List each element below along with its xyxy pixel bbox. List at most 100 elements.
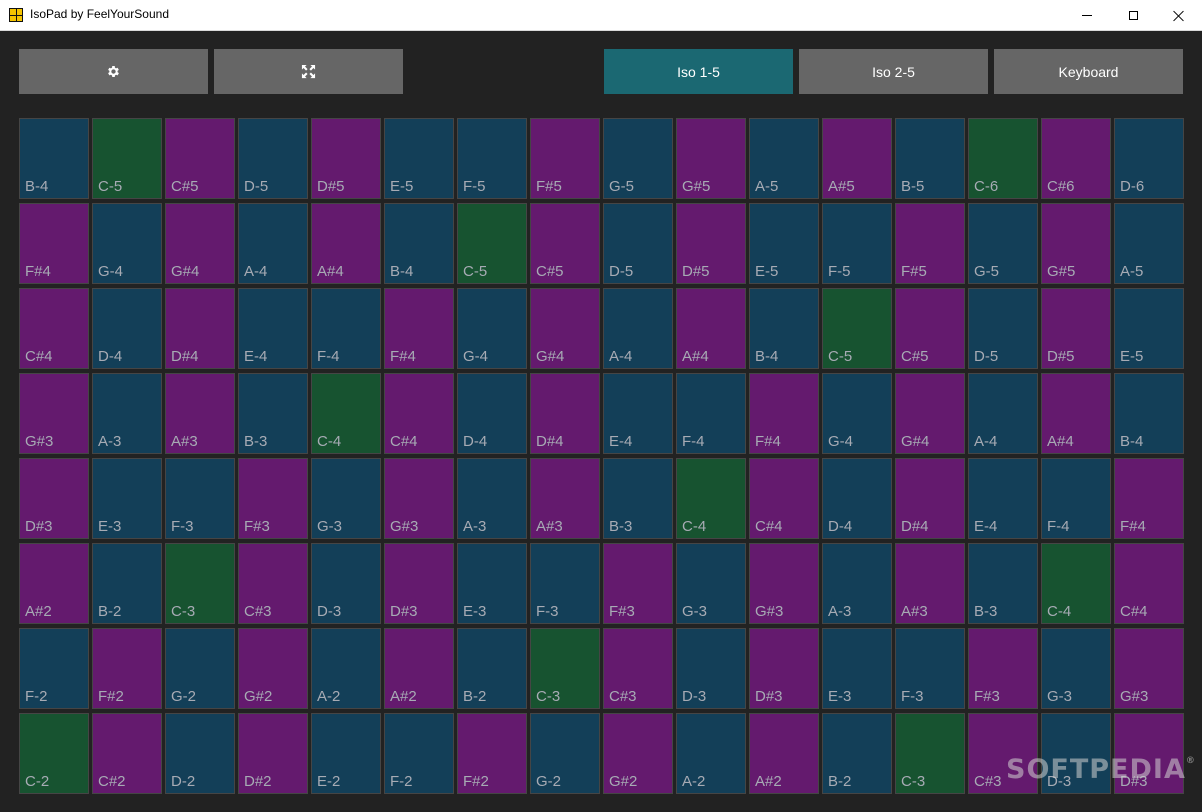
note-pad[interactable]: E-2	[311, 713, 381, 794]
note-pad[interactable]: B-4	[19, 118, 89, 199]
maximize-button[interactable]	[1110, 0, 1156, 31]
note-pad[interactable]: E-3	[822, 628, 892, 709]
note-pad[interactable]: B-3	[603, 458, 673, 539]
note-pad[interactable]: A#2	[384, 628, 454, 709]
note-pad[interactable]: A-4	[238, 203, 308, 284]
note-pad[interactable]: D#3	[19, 458, 89, 539]
note-pad[interactable]: C-5	[92, 118, 162, 199]
note-pad[interactable]: F#4	[749, 373, 819, 454]
note-pad[interactable]: G#4	[165, 203, 235, 284]
note-pad[interactable]: F#3	[968, 628, 1038, 709]
note-pad[interactable]: A-5	[749, 118, 819, 199]
close-button[interactable]	[1156, 0, 1202, 31]
note-pad[interactable]: C#3	[603, 628, 673, 709]
note-pad[interactable]: A#3	[165, 373, 235, 454]
note-pad[interactable]: G-5	[968, 203, 1038, 284]
note-pad[interactable]: D#5	[676, 203, 746, 284]
note-pad[interactable]: D-3	[1041, 713, 1111, 794]
note-pad[interactable]: B-5	[895, 118, 965, 199]
note-pad[interactable]: C-4	[311, 373, 381, 454]
note-pad[interactable]: D-4	[457, 373, 527, 454]
note-pad[interactable]: E-5	[749, 203, 819, 284]
note-pad[interactable]: F#4	[19, 203, 89, 284]
note-pad[interactable]: E-5	[384, 118, 454, 199]
minimize-button[interactable]	[1064, 0, 1110, 31]
note-pad[interactable]: F#4	[384, 288, 454, 369]
note-pad[interactable]: F-4	[676, 373, 746, 454]
note-pad[interactable]: B-3	[968, 543, 1038, 624]
note-pad[interactable]: A#4	[311, 203, 381, 284]
note-pad[interactable]: D#3	[1114, 713, 1184, 794]
note-pad[interactable]: C#5	[530, 203, 600, 284]
note-pad[interactable]: B-2	[822, 713, 892, 794]
note-pad[interactable]: G-2	[165, 628, 235, 709]
note-pad[interactable]: F#2	[92, 628, 162, 709]
note-pad[interactable]: A-3	[822, 543, 892, 624]
note-pad[interactable]: F#5	[895, 203, 965, 284]
note-pad[interactable]: C#3	[238, 543, 308, 624]
note-pad[interactable]: F-4	[311, 288, 381, 369]
note-pad[interactable]: D#5	[1041, 288, 1111, 369]
note-pad[interactable]: F-3	[895, 628, 965, 709]
note-pad[interactable]: C-4	[1041, 543, 1111, 624]
note-pad[interactable]: G#4	[530, 288, 600, 369]
note-pad[interactable]: G-3	[676, 543, 746, 624]
mode-iso-2-5-button[interactable]: Iso 2-5	[799, 49, 988, 94]
note-pad[interactable]: D-6	[1114, 118, 1184, 199]
note-pad[interactable]: A#3	[895, 543, 965, 624]
note-pad[interactable]: D-4	[92, 288, 162, 369]
note-pad[interactable]: G#3	[749, 543, 819, 624]
note-pad[interactable]: C-4	[676, 458, 746, 539]
note-pad[interactable]: F-2	[19, 628, 89, 709]
note-pad[interactable]: D-3	[311, 543, 381, 624]
note-pad[interactable]: A-3	[92, 373, 162, 454]
note-pad[interactable]: B-3	[238, 373, 308, 454]
note-pad[interactable]: A-2	[311, 628, 381, 709]
fullscreen-button[interactable]	[214, 49, 403, 94]
mode-iso-1-5-button[interactable]: Iso 1-5	[604, 49, 793, 94]
note-pad[interactable]: A#5	[822, 118, 892, 199]
note-pad[interactable]: C-3	[530, 628, 600, 709]
note-pad[interactable]: D-5	[603, 203, 673, 284]
note-pad[interactable]: F#5	[530, 118, 600, 199]
note-pad[interactable]: G-4	[92, 203, 162, 284]
note-pad[interactable]: G#2	[603, 713, 673, 794]
note-pad[interactable]: F-3	[530, 543, 600, 624]
note-pad[interactable]: A-5	[1114, 203, 1184, 284]
note-pad[interactable]: E-4	[238, 288, 308, 369]
note-pad[interactable]: B-4	[749, 288, 819, 369]
note-pad[interactable]: D#4	[165, 288, 235, 369]
note-pad[interactable]: C-2	[19, 713, 89, 794]
note-pad[interactable]: A#3	[530, 458, 600, 539]
note-pad[interactable]: G#5	[1041, 203, 1111, 284]
note-pad[interactable]: D-5	[238, 118, 308, 199]
settings-button[interactable]	[19, 49, 208, 94]
note-pad[interactable]: G#3	[1114, 628, 1184, 709]
note-pad[interactable]: D#3	[384, 543, 454, 624]
note-pad[interactable]: G-4	[457, 288, 527, 369]
note-pad[interactable]: G-3	[311, 458, 381, 539]
note-pad[interactable]: D-2	[165, 713, 235, 794]
note-pad[interactable]: C#5	[895, 288, 965, 369]
note-pad[interactable]: A-4	[968, 373, 1038, 454]
note-pad[interactable]: D#4	[895, 458, 965, 539]
note-pad[interactable]: C#3	[968, 713, 1038, 794]
note-pad[interactable]: A-2	[676, 713, 746, 794]
note-pad[interactable]: D-3	[676, 628, 746, 709]
note-pad[interactable]: F#2	[457, 713, 527, 794]
note-pad[interactable]: F#4	[1114, 458, 1184, 539]
note-pad[interactable]: C#4	[384, 373, 454, 454]
note-pad[interactable]: A-4	[603, 288, 673, 369]
note-pad[interactable]: F-2	[384, 713, 454, 794]
note-pad[interactable]: A#2	[19, 543, 89, 624]
note-pad[interactable]: E-4	[603, 373, 673, 454]
note-pad[interactable]: E-3	[92, 458, 162, 539]
note-pad[interactable]: G#3	[19, 373, 89, 454]
note-pad[interactable]: A#4	[676, 288, 746, 369]
note-pad[interactable]: G#2	[238, 628, 308, 709]
note-pad[interactable]: C-3	[895, 713, 965, 794]
note-pad[interactable]: C#6	[1041, 118, 1111, 199]
note-pad[interactable]: E-4	[968, 458, 1038, 539]
mode-keyboard-button[interactable]: Keyboard	[994, 49, 1183, 94]
note-pad[interactable]: C-6	[968, 118, 1038, 199]
